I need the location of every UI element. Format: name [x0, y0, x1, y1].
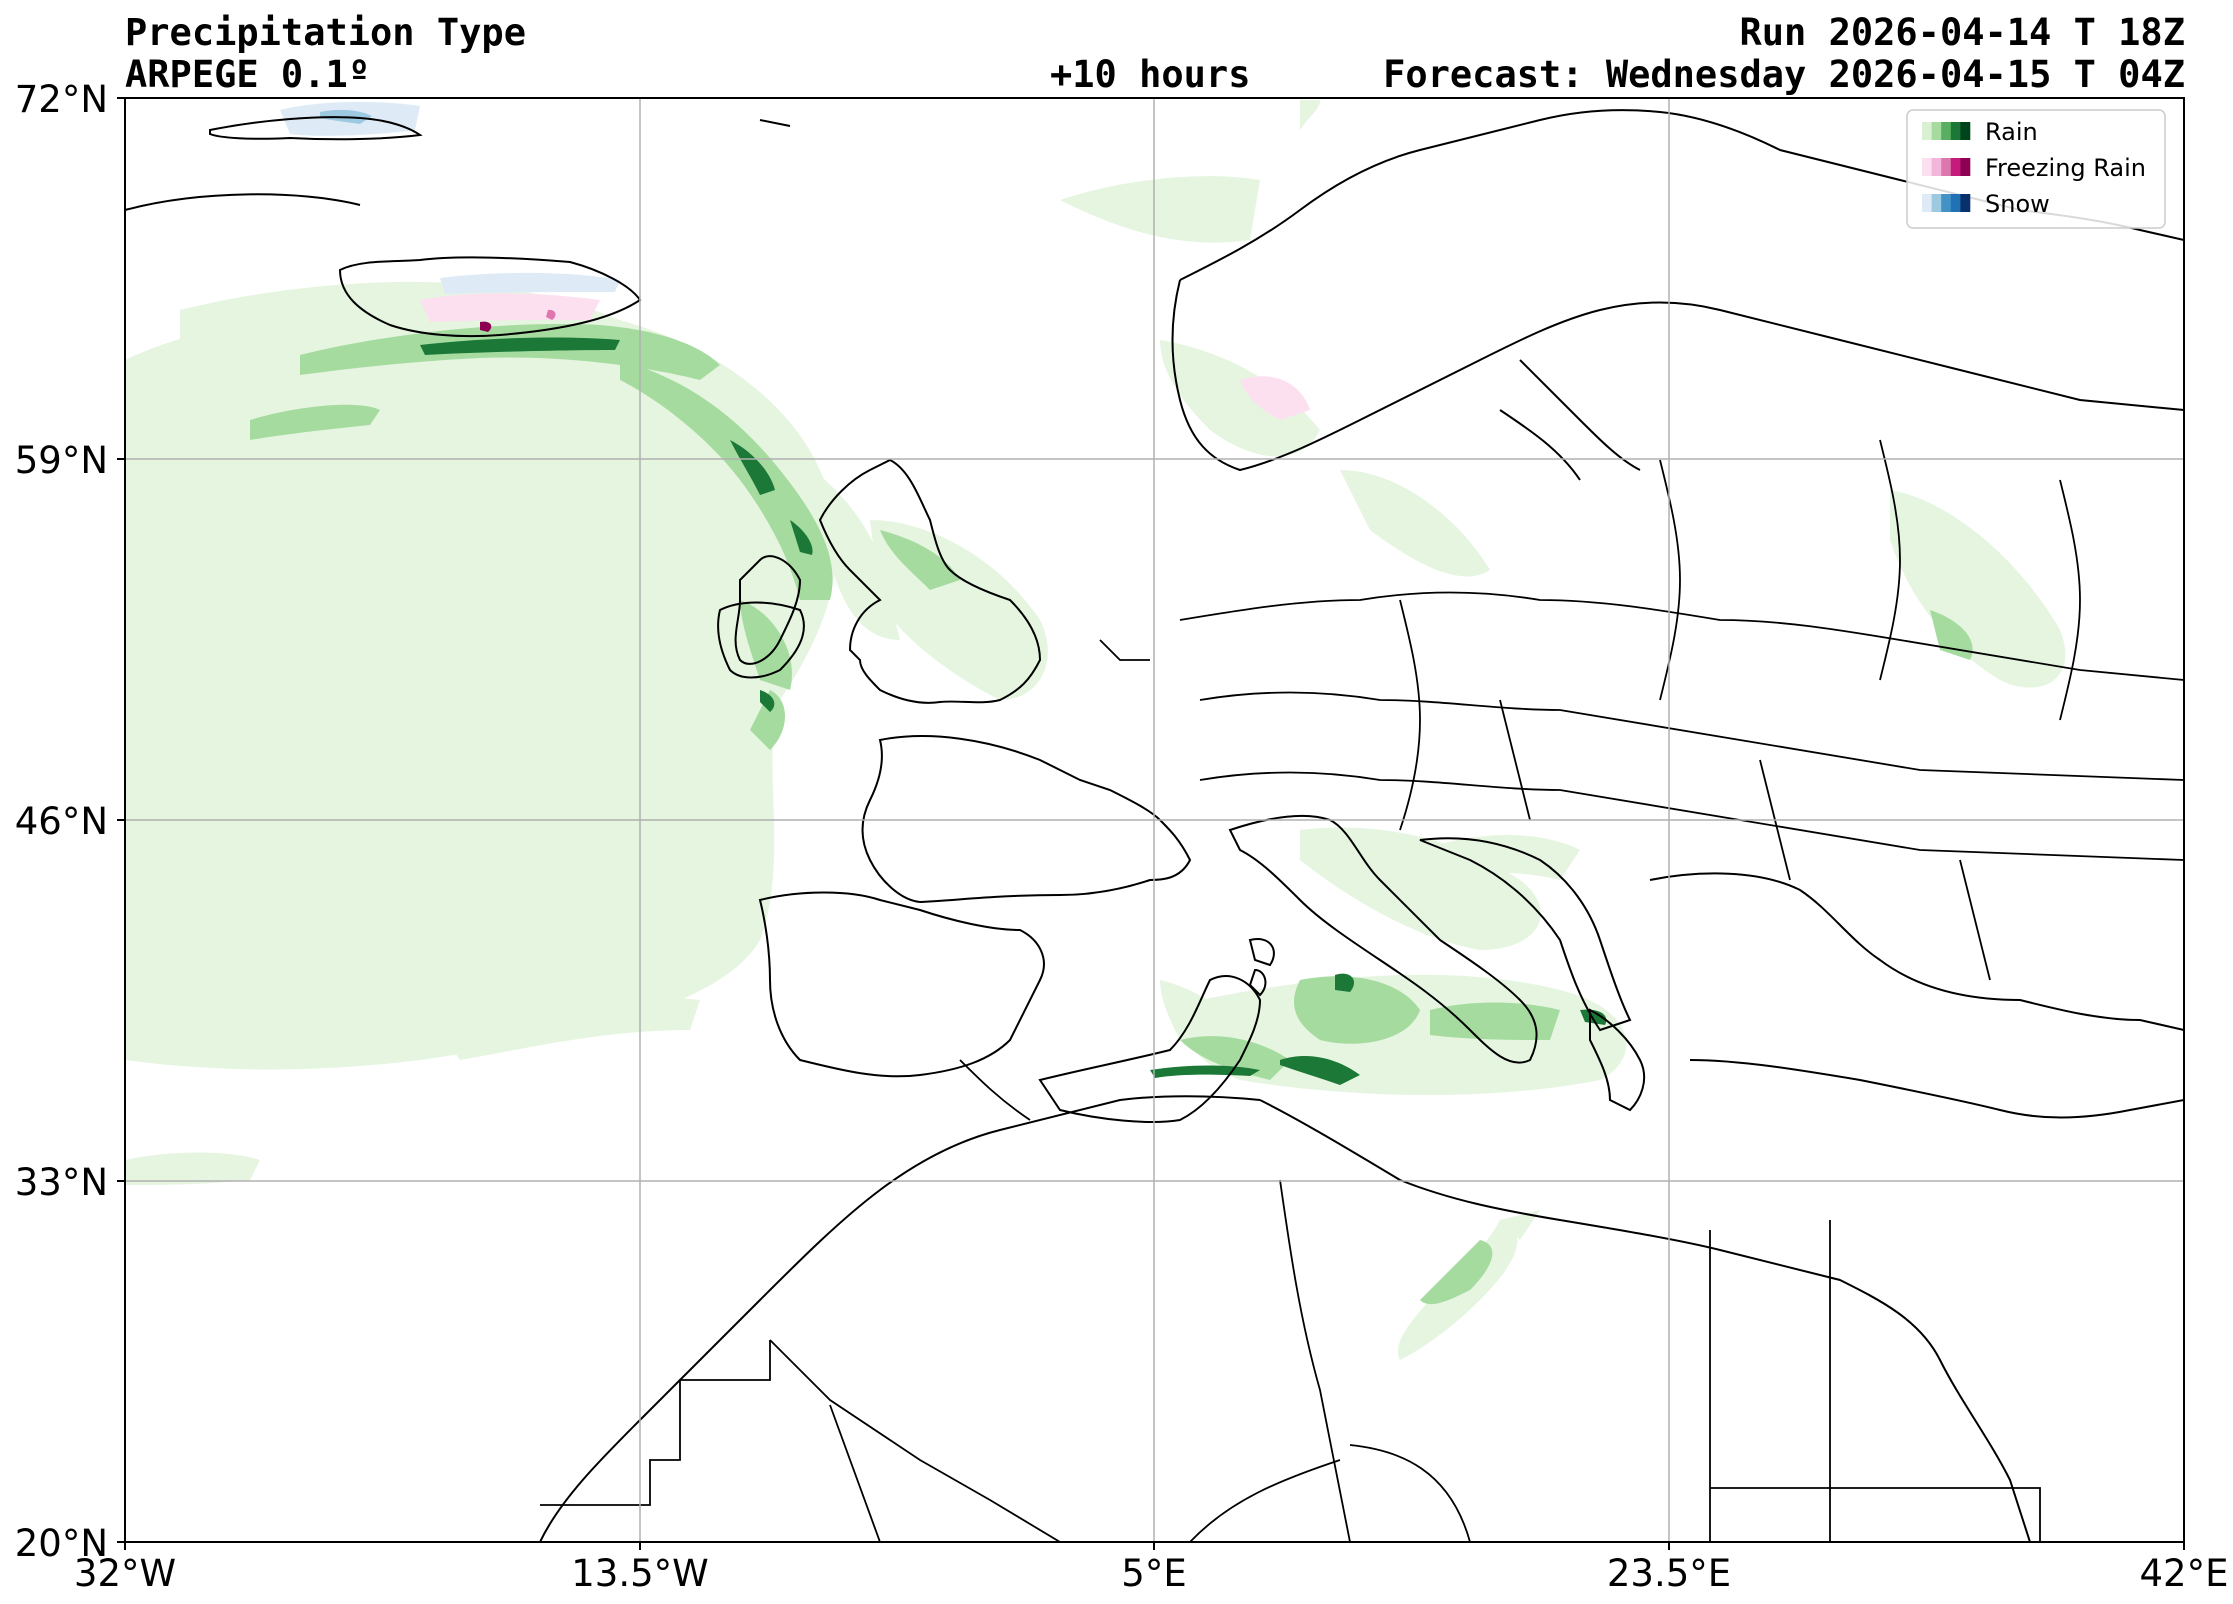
lon-label-5e: 5°E — [1121, 1552, 1186, 1595]
legend-swatch-freezing-rain — [1950, 158, 1961, 176]
lon-label-23-5e: 23.5°E — [1607, 1552, 1731, 1595]
legend-swatch-freezing-rain — [1941, 158, 1952, 176]
lon-label-13-5w: 13.5°W — [571, 1552, 708, 1595]
lat-label-46: 46°N — [15, 800, 108, 843]
legend-label-rain: Rain — [1985, 118, 2038, 146]
rain-field-heavy — [420, 337, 1607, 1085]
freezing-rain-field — [420, 293, 1310, 420]
map-plot-area — [125, 98, 2184, 1542]
legend-swatch-rain — [1922, 122, 1932, 140]
graticule-grid — [125, 98, 2184, 1542]
run-label: Run 2026-04-14 T 18Z — [1739, 11, 2185, 54]
legend-swatches — [1922, 122, 1971, 212]
legend-swatch-snow — [1960, 194, 1971, 212]
legend-swatch-snow — [1941, 194, 1952, 212]
model-label: ARPEGE 0.1º — [125, 53, 371, 96]
legend-swatch-freezing-rain — [1922, 158, 1932, 176]
legend-box — [1906, 109, 2166, 229]
legend-swatch-rain — [1960, 122, 1971, 140]
lat-label-72: 72°N — [15, 78, 108, 121]
legend-swatch-rain — [1941, 122, 1952, 140]
map-title: Precipitation Type — [125, 11, 526, 54]
legend-swatch-freezing-rain — [1960, 158, 1971, 176]
legend: Rain Freezing Rain Snow — [1906, 109, 2166, 229]
lon-label-32w: 32°W — [74, 1552, 176, 1595]
legend-swatch-snow — [1931, 194, 1942, 212]
legend-label-snow: Snow — [1985, 190, 2050, 218]
legend-swatch-rain — [1950, 122, 1961, 140]
axis-ticks — [117, 97, 2185, 1550]
legend-swatch-freezing-rain — [1931, 158, 1942, 176]
lat-label-33: 33°N — [15, 1161, 108, 1204]
lat-label-20: 20°N — [15, 1522, 108, 1565]
lon-label-42e: 42°E — [2140, 1552, 2229, 1595]
legend-swatch-rain — [1931, 122, 1942, 140]
legend-label-freezing-rain: Freezing Rain — [1985, 154, 2146, 182]
lead-time-label: +10 hours — [1050, 53, 1251, 96]
country-borders — [540, 439, 2184, 1542]
forecast-time-label: Forecast: Wednesday 2026-04-15 T 04Z — [1383, 53, 2185, 96]
legend-swatch-snow — [1922, 194, 1932, 212]
legend-swatch-snow — [1950, 194, 1961, 212]
lat-label-59: 59°N — [15, 439, 108, 482]
